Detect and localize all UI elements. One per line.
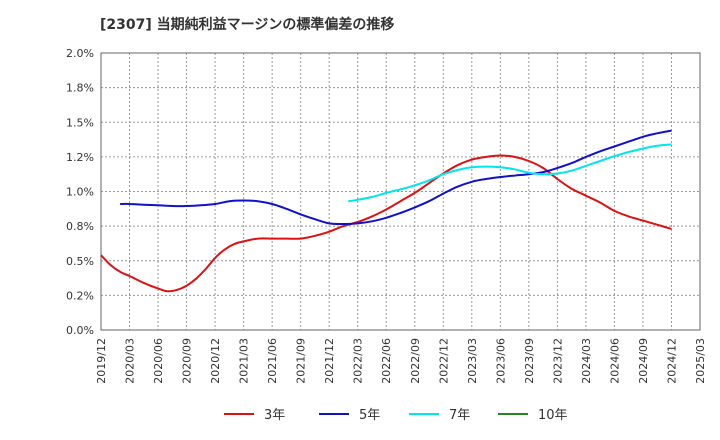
x-tick-label: 2022/03 bbox=[352, 338, 365, 384]
x-tick-label: 2020/12 bbox=[209, 338, 222, 384]
x-tick-label: 2024/09 bbox=[637, 338, 650, 384]
x-tick-label: 2024/03 bbox=[580, 338, 593, 384]
x-tick-label: 2022/06 bbox=[380, 338, 393, 384]
y-tick-label: 1.8% bbox=[66, 82, 94, 95]
legend-label-5年: 5年 bbox=[359, 408, 380, 423]
y-tick-label: 1.2% bbox=[66, 151, 94, 164]
y-tick-label: 1.0% bbox=[66, 186, 94, 199]
legend-label-7年: 7年 bbox=[449, 408, 470, 423]
legend-label-10年: 10年 bbox=[538, 408, 568, 423]
y-tick-label: 0.2% bbox=[66, 289, 94, 302]
x-tick-label: 2022/12 bbox=[437, 338, 450, 384]
x-tick-label: 2022/09 bbox=[409, 338, 422, 384]
x-tick-label: 2020/03 bbox=[124, 338, 137, 384]
x-tick-label: 2023/03 bbox=[466, 338, 479, 384]
y-tick-label: 0.8% bbox=[66, 220, 94, 233]
y-tick-label: 0.0% bbox=[66, 324, 94, 337]
series-line-3年 bbox=[100, 154, 672, 293]
x-tick-label: 2024/12 bbox=[665, 338, 678, 384]
y-tick-label: 0.5% bbox=[66, 255, 94, 268]
x-tick-label: 2025/03 bbox=[694, 338, 707, 384]
x-tick-label: 2024/06 bbox=[608, 338, 621, 384]
x-tick-label: 2023/09 bbox=[523, 338, 536, 384]
x-tick-label: 2021/06 bbox=[266, 338, 279, 384]
x-tick-label: 2020/06 bbox=[152, 338, 165, 384]
plot-frame bbox=[100, 52, 701, 331]
y-tick-label: 1.5% bbox=[66, 116, 94, 129]
x-tick-label: 2021/09 bbox=[295, 338, 308, 384]
x-tick-label: 2023/06 bbox=[494, 338, 507, 384]
chart-title: [2307] 当期純利益マージンの標準偏差の推移 bbox=[100, 17, 395, 33]
series-line-7年 bbox=[348, 143, 672, 203]
x-tick-label: 2019/12 bbox=[95, 338, 108, 384]
y-tick-label: 2.0% bbox=[66, 47, 94, 60]
legend-label-3年: 3年 bbox=[264, 408, 285, 423]
x-tick-label: 2023/12 bbox=[551, 338, 564, 384]
x-tick-label: 2020/09 bbox=[181, 338, 194, 384]
plot-area bbox=[101, 53, 700, 330]
x-tick-label: 2021/12 bbox=[323, 338, 336, 384]
series-line-5年 bbox=[120, 129, 672, 226]
x-tick-label: 2021/03 bbox=[238, 338, 251, 384]
